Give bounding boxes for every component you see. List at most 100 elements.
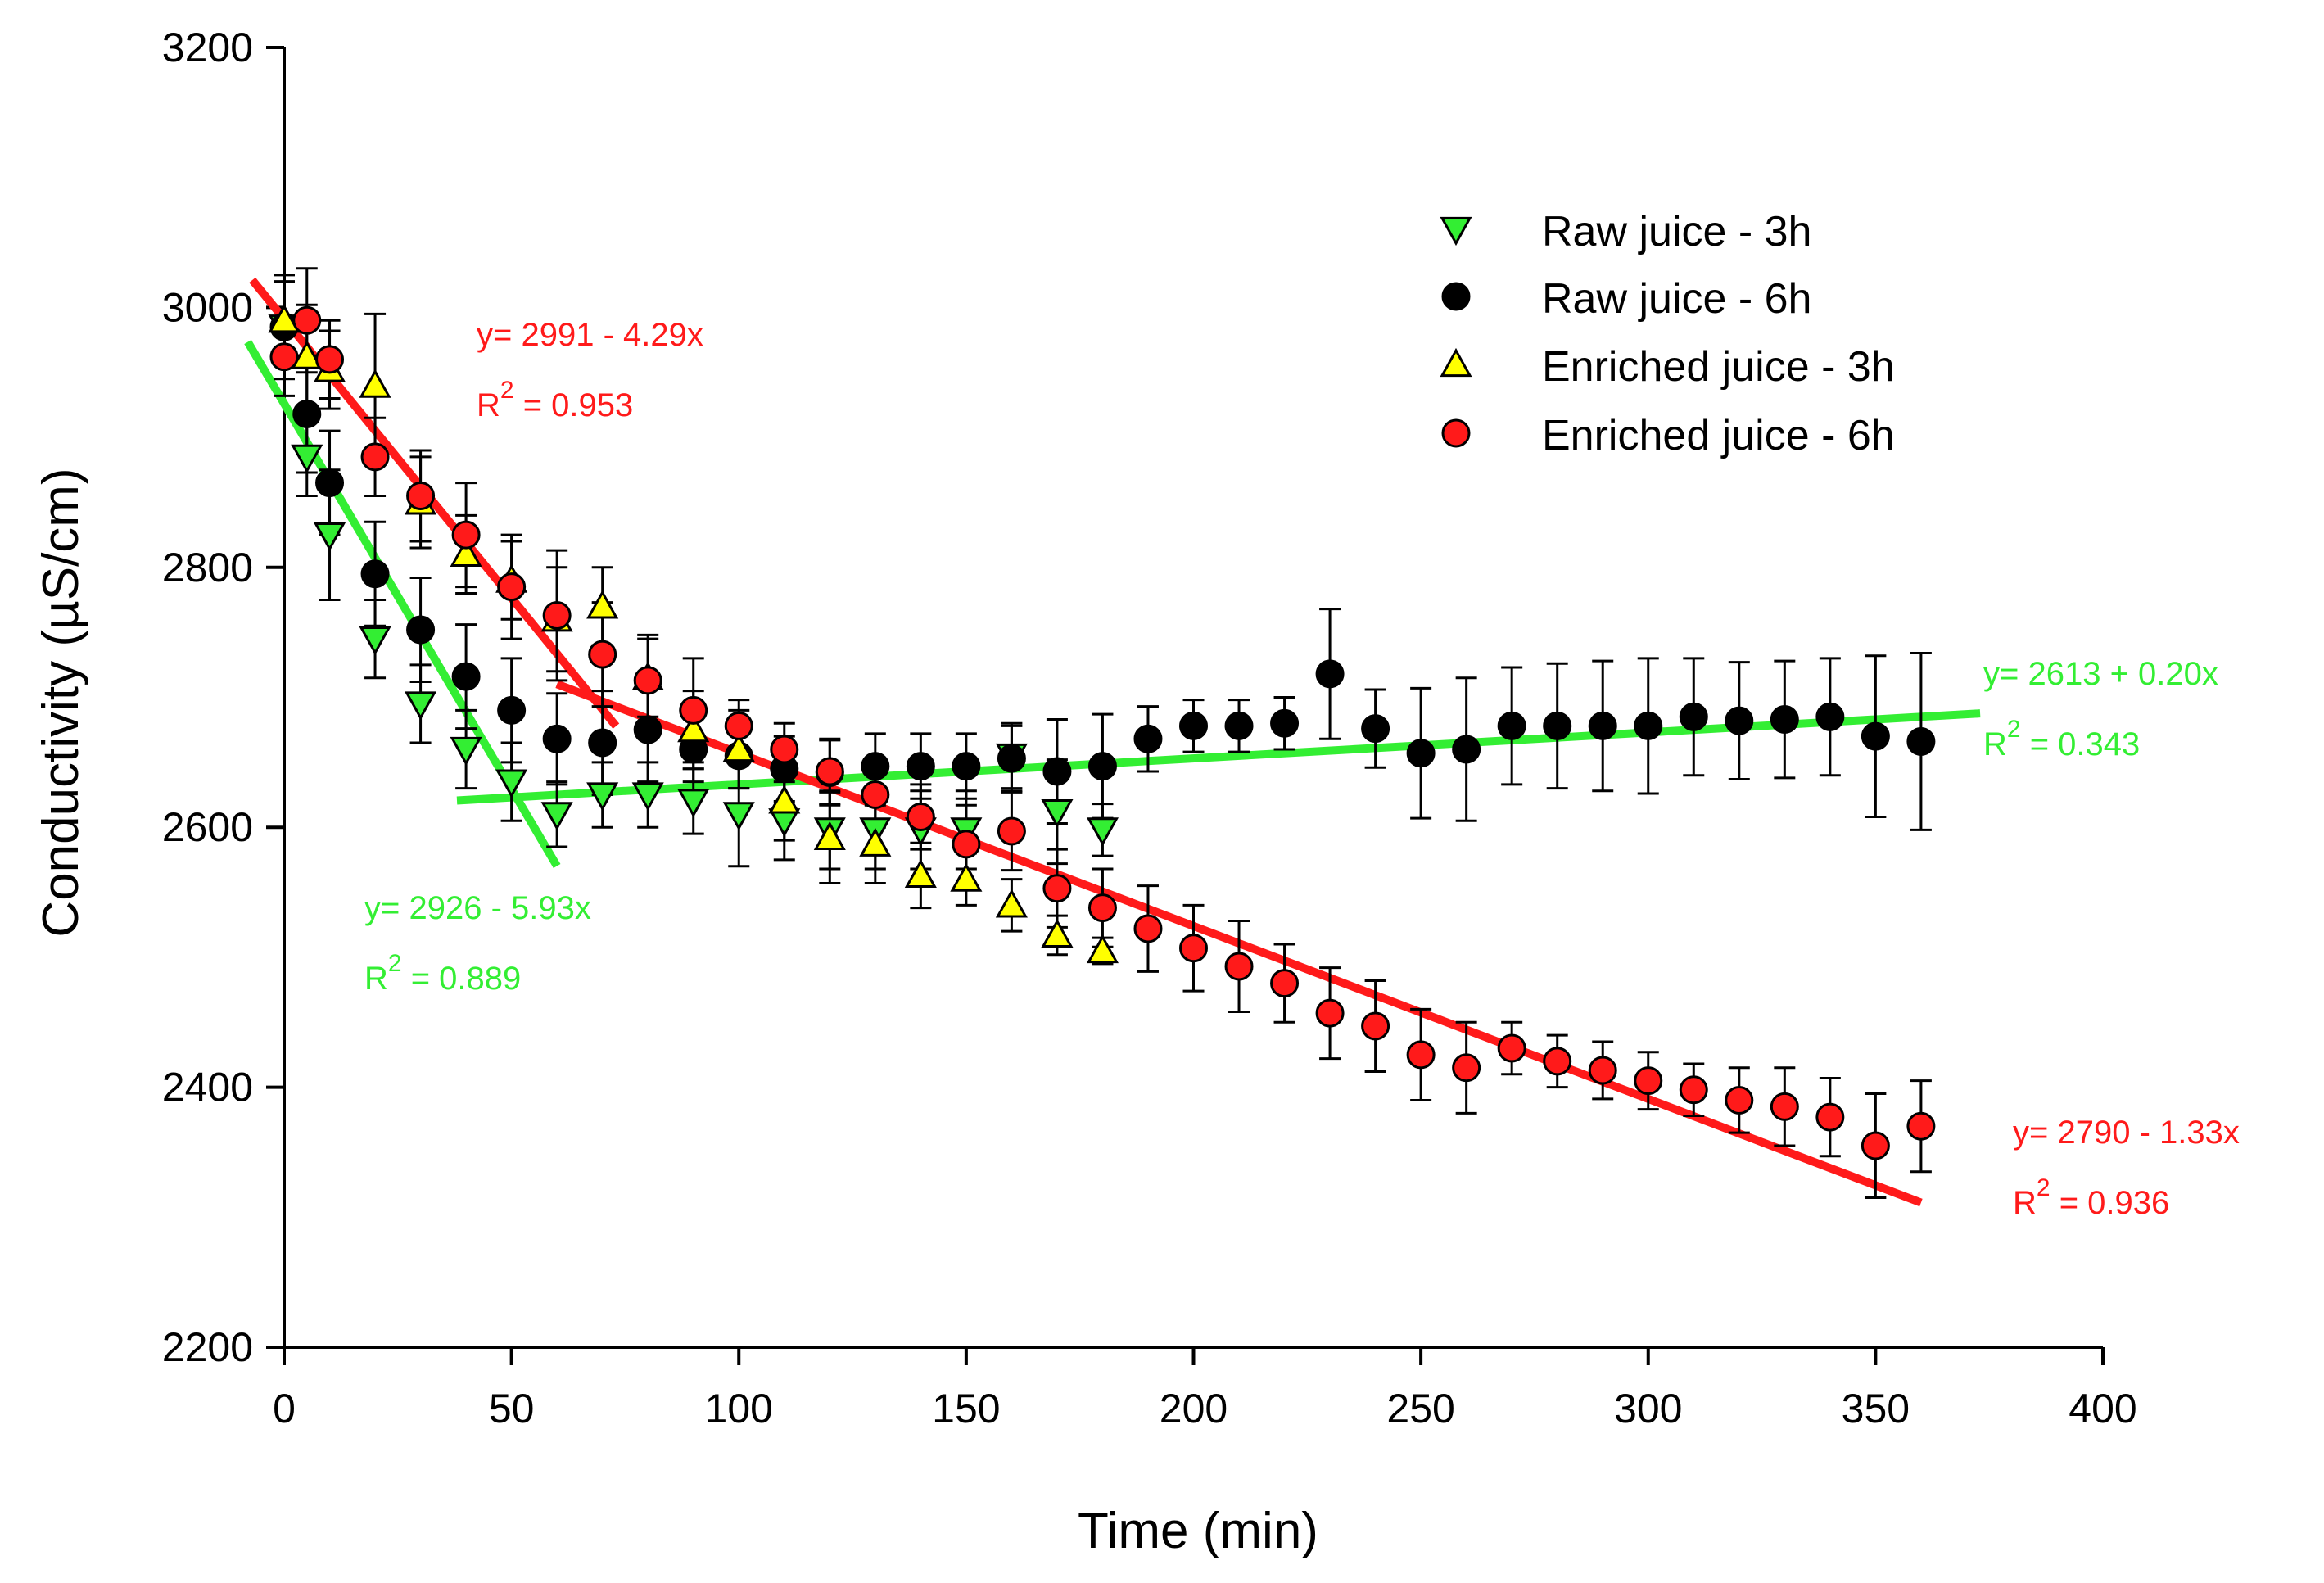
r2-exp: 2 — [500, 377, 514, 404]
point-enriched-juice-6h — [497, 572, 527, 602]
x-tick-label: 100 — [705, 1386, 773, 1431]
point-raw-juice-3h — [540, 802, 573, 831]
point-raw-juice-6h — [1361, 714, 1390, 744]
point-raw-juice-6h — [1224, 711, 1254, 740]
x-tick-label: 250 — [1386, 1386, 1454, 1431]
point-enriched-juice-6h — [1543, 1047, 1572, 1076]
point-raw-juice-6h — [451, 662, 481, 691]
point-enriched-juice-6h — [315, 345, 345, 374]
r2-exp: 2 — [2007, 716, 2021, 743]
point-raw-juice-3h — [359, 626, 391, 656]
point-enriched-juice-3h — [586, 590, 619, 619]
r2-value: = 0.343 — [2021, 726, 2141, 762]
point-enriched-juice-6h — [1224, 952, 1254, 981]
point-raw-juice-3h — [1086, 817, 1119, 847]
fit-r2: R2 = 0.889 — [364, 950, 521, 997]
error-bars — [274, 267, 1932, 1199]
point-enriched-juice-6h — [269, 342, 299, 372]
y-axis-title: Conductivity (µS/cm) — [33, 468, 89, 937]
legend: Raw juice - 3h Raw juice - 6h Enriched jui… — [1440, 208, 1895, 459]
point-enriched-juice-6h — [451, 520, 481, 550]
fit-r2: R2 = 0.953 — [477, 377, 633, 423]
point-enriched-juice-3h — [859, 827, 892, 857]
point-raw-juice-3h — [495, 769, 528, 798]
point-raw-juice-6h — [360, 559, 390, 589]
point-enriched-juice-6h — [542, 601, 572, 631]
fit-r2: R2 = 0.343 — [1983, 716, 2140, 762]
legend-label: Raw juice - 3h — [1542, 208, 1811, 256]
r2-value: = 0.936 — [2050, 1185, 2170, 1221]
point-raw-juice-6h — [1815, 702, 1845, 731]
x-tick-label: 0 — [273, 1386, 296, 1431]
point-enriched-juice-3h — [359, 369, 391, 398]
point-raw-juice-6h — [1133, 724, 1163, 753]
point-enriched-juice-6h — [1770, 1092, 1799, 1121]
x-tick-label: 200 — [1160, 1386, 1228, 1431]
point-enriched-juice-6h — [633, 666, 662, 695]
point-raw-juice-6h — [406, 615, 436, 645]
point-enriched-juice-3h — [1041, 918, 1074, 948]
point-enriched-juice-6h — [1315, 998, 1345, 1028]
point-enriched-juice-6h — [906, 803, 935, 832]
point-enriched-juice-3h — [677, 713, 710, 743]
point-enriched-juice-6h — [952, 830, 981, 859]
point-raw-juice-6h — [1906, 726, 1936, 756]
legend-marker — [1441, 282, 1471, 311]
point-raw-juice-6h — [292, 400, 322, 429]
point-enriched-juice-6h — [1179, 934, 1208, 963]
point-enriched-juice-6h — [1588, 1056, 1617, 1085]
y-tick-label: 2400 — [162, 1065, 253, 1110]
legend-marker — [1440, 347, 1472, 378]
y-tick-label: 3200 — [162, 25, 253, 70]
point-enriched-juice-3h — [1086, 934, 1119, 964]
point-enriched-juice-6h — [1497, 1033, 1526, 1063]
point-enriched-juice-6h — [588, 640, 617, 669]
point-raw-juice-6h — [497, 695, 527, 725]
point-raw-juice-6h — [997, 744, 1026, 773]
point-enriched-juice-6h — [1270, 969, 1300, 998]
point-enriched-juice-6h — [360, 442, 390, 472]
r2-value: = 0.953 — [514, 387, 634, 423]
point-enriched-juice-6h — [1452, 1053, 1481, 1083]
point-raw-juice-6h — [1315, 659, 1345, 689]
point-raw-juice-3h — [631, 782, 664, 812]
legend-label: Enriched juice - 6h — [1542, 412, 1895, 459]
point-raw-juice-6h — [542, 724, 572, 753]
point-enriched-juice-6h — [292, 305, 322, 335]
point-raw-juice-3h — [722, 802, 755, 831]
point-raw-juice-6h — [1588, 711, 1617, 740]
fit-equation: y= 2991 - 4.29x — [477, 317, 703, 353]
r2-value: = 0.889 — [402, 961, 522, 997]
point-enriched-juice-6h — [1679, 1075, 1708, 1105]
x-tick-label: 50 — [489, 1386, 535, 1431]
x-tick-label: 300 — [1614, 1386, 1682, 1431]
point-enriched-juice-6h — [1087, 893, 1117, 923]
point-enriched-juice-6h — [770, 735, 799, 764]
point-enriched-juice-6h — [815, 757, 844, 786]
point-enriched-juice-3h — [995, 889, 1028, 918]
point-raw-juice-6h — [1861, 721, 1890, 751]
point-raw-juice-6h — [1543, 711, 1572, 740]
point-enriched-juice-6h — [1815, 1102, 1845, 1132]
point-enriched-juice-3h — [291, 340, 323, 369]
fit-equation: y= 2926 - 5.93x — [364, 890, 591, 926]
point-enriched-juice-3h — [904, 858, 937, 889]
point-enriched-juice-3h — [268, 304, 301, 333]
point-raw-juice-6h — [1270, 708, 1300, 738]
legend-marker — [1441, 418, 1471, 448]
point-raw-juice-6h — [1406, 739, 1436, 768]
point-raw-juice-6h — [588, 728, 617, 758]
point-enriched-juice-6h — [1861, 1131, 1890, 1160]
point-enriched-juice-6h — [1361, 1011, 1390, 1041]
point-enriched-juice-6h — [679, 695, 708, 725]
point-raw-juice-3h — [405, 691, 437, 721]
point-enriched-juice-3h — [950, 862, 983, 892]
point-raw-juice-6h — [633, 715, 662, 744]
legend-label: Raw juice - 6h — [1542, 275, 1811, 323]
point-raw-juice-3h — [1041, 799, 1074, 829]
y-tick-label: 2600 — [162, 804, 253, 850]
x-tick-label: 400 — [2069, 1386, 2136, 1431]
x-tick-label: 350 — [1842, 1386, 1910, 1431]
point-enriched-juice-3h — [722, 732, 755, 762]
